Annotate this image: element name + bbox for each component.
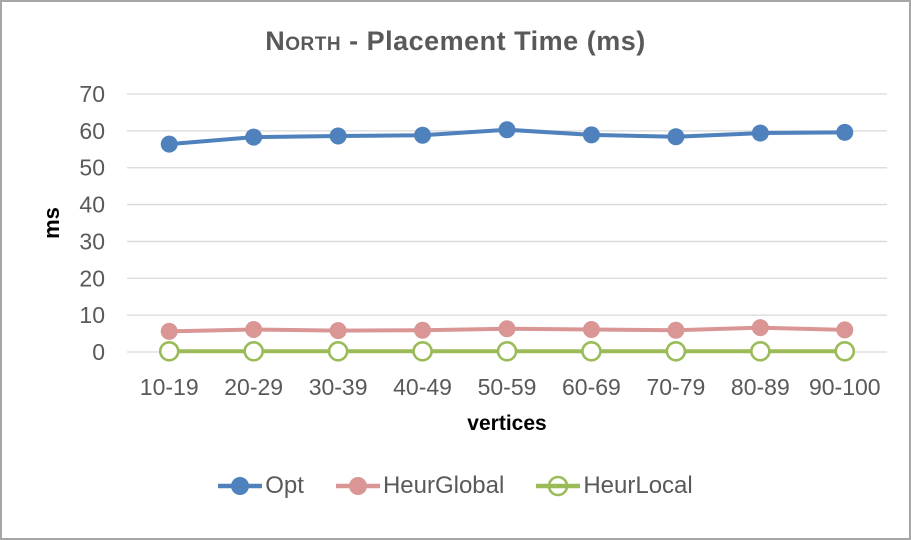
x-tick-label: 10-19: [140, 374, 199, 400]
data-point-Opt: [414, 126, 432, 144]
x-tick-label: 30-39: [309, 374, 368, 400]
y-tick-label: 0: [92, 339, 105, 365]
chart-title: North - Placement Time (ms): [2, 26, 909, 57]
y-tick-label: 10: [79, 302, 105, 328]
data-point-Opt: [667, 128, 685, 146]
y-tick-label: 40: [79, 192, 105, 218]
data-point-HeurLocal: [665, 340, 687, 362]
legend-label-opt: Opt: [265, 472, 304, 499]
data-point-HeurGlobal: [245, 321, 263, 339]
data-point-HeurLocal: [496, 340, 518, 362]
legend-label-heurlocal: HeurLocal: [583, 472, 693, 499]
data-point-HeurGlobal: [751, 319, 769, 337]
y-tick-label: 50: [79, 155, 105, 181]
x-tick-label: 50-59: [478, 374, 537, 400]
x-tick-label: 40-49: [393, 374, 452, 400]
y-tick-label: 30: [79, 228, 105, 254]
data-point-HeurLocal: [412, 340, 433, 362]
x-tick-label: 90-100: [809, 374, 881, 400]
data-point-Opt: [160, 135, 178, 153]
y-axis-title: ms: [39, 207, 64, 239]
x-tick-label: 80-89: [731, 374, 790, 400]
chart-title-rest: - Placement Time (ms): [341, 26, 646, 56]
x-axis-title: vertices: [467, 412, 547, 435]
legend: Opt HeurGlobal HeurLocal: [2, 472, 909, 500]
data-point-HeurLocal: [834, 340, 856, 362]
legend-marker-opt-icon: [218, 477, 263, 495]
plot-area: 0 10 20 30 40 50 60 70 10-19 20-29 30-39 40-49 50-59…: [79, 81, 887, 400]
y-tick-label: 70: [79, 81, 105, 107]
data-point-HeurGlobal: [667, 321, 685, 339]
chart-title-smallcaps: North: [265, 26, 342, 56]
data-point-HeurLocal: [243, 340, 264, 362]
data-point-HeurLocal: [327, 340, 349, 362]
legend-marker-heurlocal-icon: [536, 475, 581, 497]
legend-label-heurglobal: HeurGlobal: [382, 472, 505, 499]
x-tick-label: 20-29: [224, 374, 283, 400]
data-point-HeurGlobal: [329, 322, 347, 340]
y-tick-label: 60: [79, 118, 105, 144]
data-point-HeurGlobal: [836, 321, 854, 339]
data-point-HeurLocal: [158, 340, 180, 362]
legend-item-heurlocal: HeurLocal: [536, 472, 693, 500]
data-point-Opt: [498, 121, 516, 139]
legend-item-heurglobal: HeurGlobal: [335, 472, 505, 500]
data-point-HeurGlobal: [414, 321, 432, 339]
x-tick-label: 60-69: [562, 374, 621, 400]
legend-marker-heurglobal-icon: [335, 477, 380, 495]
data-point-HeurGlobal: [582, 321, 600, 339]
data-point-Opt: [329, 127, 347, 145]
data-point-Opt: [582, 126, 600, 144]
y-tick-label: 20: [79, 265, 105, 291]
data-point-HeurGlobal: [160, 322, 178, 340]
data-point-Opt: [245, 128, 263, 146]
data-point-Opt: [751, 124, 769, 142]
data-point-HeurLocal: [581, 340, 602, 362]
data-point-HeurGlobal: [498, 320, 516, 338]
x-tick-label: 70-79: [646, 374, 705, 400]
data-point-HeurLocal: [750, 340, 771, 362]
data-point-Opt: [836, 123, 854, 141]
legend-item-opt: Opt: [218, 472, 304, 500]
